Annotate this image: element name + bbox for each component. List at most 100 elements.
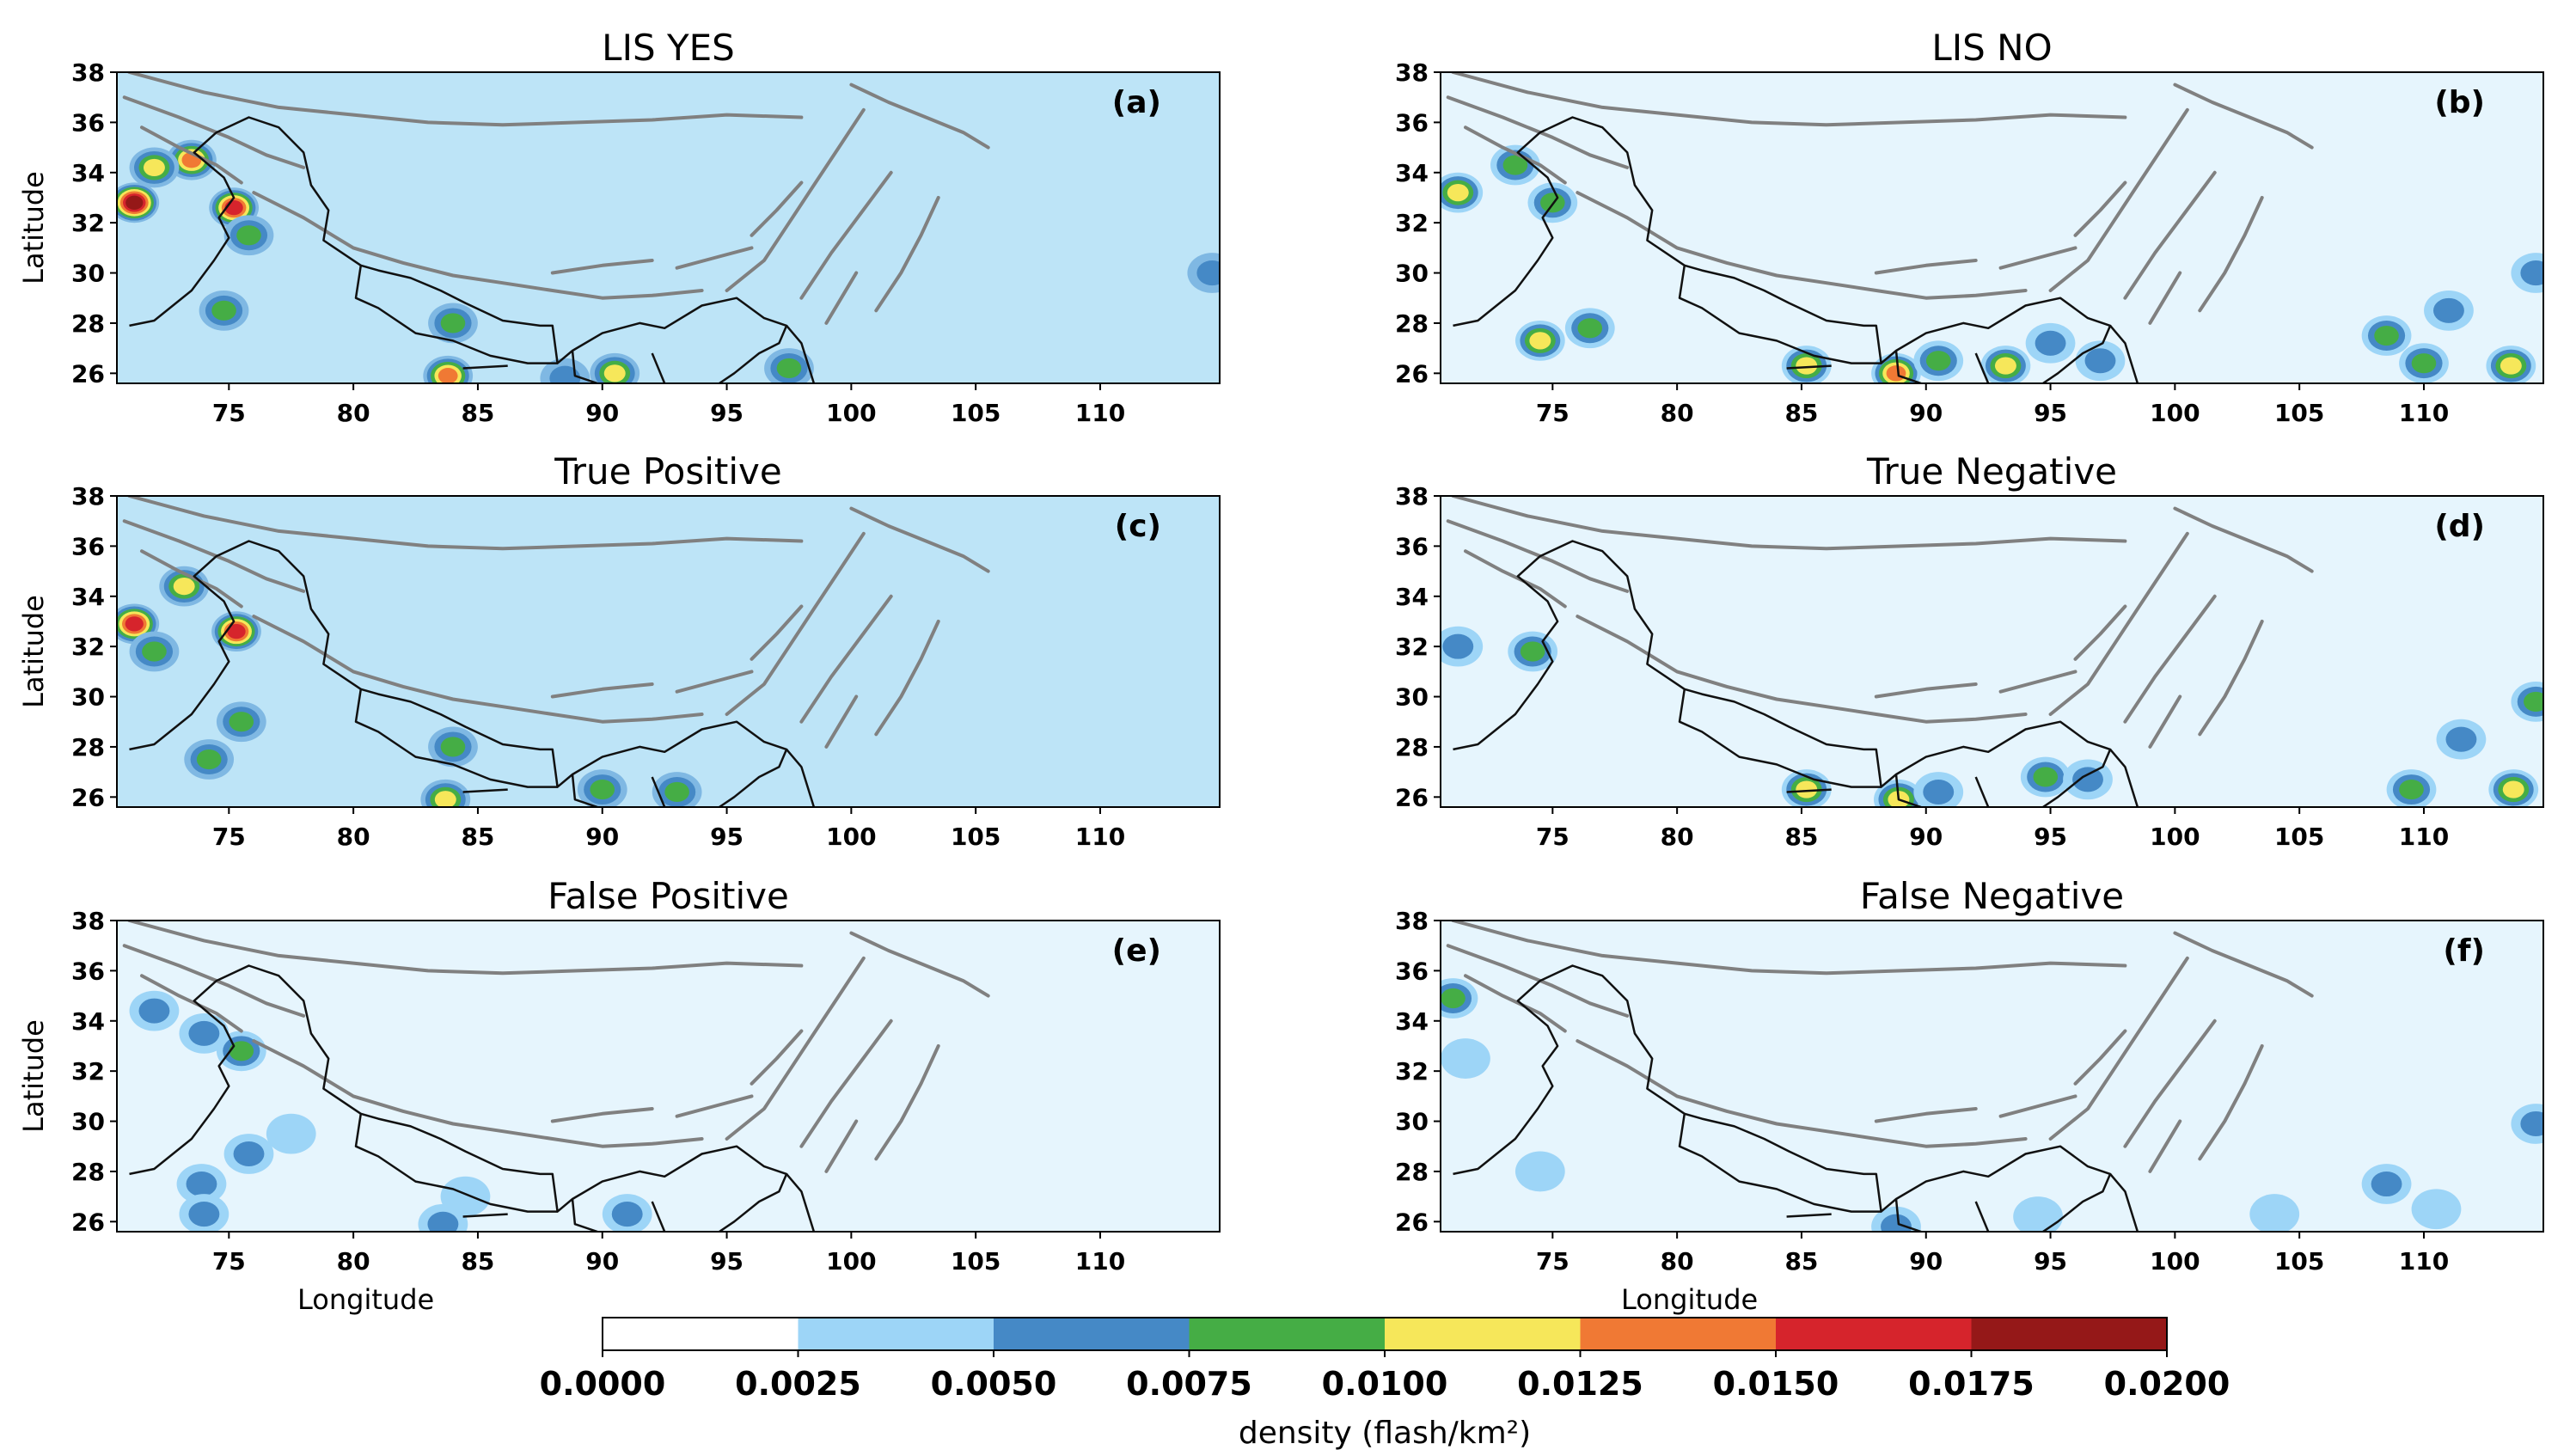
ridge-line [675,246,754,270]
colorbar-tick-label: 0.0025 [735,1365,861,1403]
density-hotspot [2020,756,2071,798]
ridge-line [550,259,654,275]
x-tick-label: 95 [2034,823,2067,851]
border-line [462,364,508,370]
map-area-d [1441,496,2543,807]
colorbar: 0.0000 0.0025 0.0050 0.0075 0.0100 0.0125 0.01… [540,1317,2230,1451]
ridge-line [849,506,990,573]
density-hotspot [2249,1194,2300,1232]
ridge-line [824,271,859,325]
ridge-line [2123,1019,2217,1148]
ridge-line [1446,519,1630,593]
x-tick-label: 95 [710,1247,743,1276]
border-line [786,1173,816,1232]
density-hotspot [2361,1164,2412,1204]
density-hotspot [1441,978,1478,1019]
ridge-line [252,191,704,300]
y-tick-label: 28 [71,1158,105,1186]
ridge-line [750,604,804,661]
ridge-line [849,83,990,150]
border-line [1678,265,1882,364]
x-tick-label: 105 [951,1247,1000,1276]
x-tick-label: 80 [337,823,370,851]
border-line [1453,116,2112,383]
y-tick-label: 26 [71,359,105,388]
x-tick-label: 85 [461,1247,494,1276]
x-tick-label: 90 [585,1247,619,1276]
density-hotspot [1980,346,2031,383]
density-hotspot [2511,1104,2543,1144]
border-line [1678,1113,1882,1213]
axes-frame [1440,71,2544,384]
panel-title: False Negative [1860,875,2124,917]
ridge-line [2148,694,2182,749]
y-tick-label: 38 [1395,58,1429,87]
colorbar-bin [1189,1318,1385,1350]
y-tick-label: 30 [71,1108,105,1136]
colorbar-tick-label: 0.0075 [1126,1365,1252,1403]
density-hotspot [179,1012,229,1054]
density-hotspot [179,1194,229,1232]
border-line [2109,1173,2139,1232]
border-line [1453,540,2112,807]
y-axis-label: Latitude [17,171,50,284]
ridge-line [2123,594,2217,724]
border-line [786,749,816,807]
terrain-ridges [1446,496,2314,749]
density-hotspot [2511,253,2543,293]
y-tick-label: 38 [71,907,105,935]
ridge-line [750,180,804,237]
density-hotspot [216,1031,266,1072]
x-tick-label: 90 [585,399,619,427]
x-tick-label: 80 [337,1247,370,1276]
x-tick-label: 80 [1661,1247,1694,1276]
ridge-line [799,170,893,300]
x-tick-label: 80 [337,399,370,427]
ridge-line [750,1029,804,1086]
x-tick-label: 105 [2274,399,2324,427]
density-hotspot [223,1134,274,1174]
map-background [117,496,1220,807]
density-hotspot [166,139,217,180]
map-background [1441,921,2543,1232]
terrain-ridges [1446,921,2314,1173]
y-tick-label: 26 [71,1208,105,1236]
panel-letter: (c) [1115,509,1161,544]
density-hotspot [129,147,180,188]
ridge-line [2123,170,2217,300]
ridge-line [1998,1094,2077,1118]
y-tick-label: 26 [1395,783,1429,811]
terrain-ridges [122,72,990,325]
ridge-line [252,615,704,724]
panel-letter: (f) [2443,933,2485,969]
border-line [1894,350,1922,383]
y-tick-label: 34 [1395,583,1429,611]
y-tick-label: 32 [71,209,105,237]
border-line [1786,1213,1832,1218]
ridge-line [1998,670,2077,694]
map-area-e [117,921,1220,1232]
panel-title: True Negative [1866,450,2117,492]
terrain-ridges [1446,72,2314,325]
panel-title: LIS YES [602,27,735,69]
map-area-b [1441,72,2543,383]
y-tick-label: 38 [1395,482,1429,511]
y-tick-label: 28 [1395,309,1429,338]
map-background [1441,72,2543,383]
ridge-line [122,944,306,1018]
ridge-line [2073,604,2127,661]
map-area-a [117,72,1220,383]
border-line [1786,364,1832,370]
x-tick-label: 95 [2034,1247,2067,1276]
x-tick-label: 110 [2399,399,2449,427]
x-tick-label: 100 [826,823,876,851]
ridge-line [2198,1044,2264,1161]
colorbar-bin [603,1318,799,1350]
panel-c: True Positive (c) 75 80 85 90 95 100 105 110 26 28 3… [17,450,1221,851]
density-hotspot [2013,1196,2063,1232]
density-hotspot [1508,631,1558,672]
x-tick-label: 90 [1909,399,1943,427]
ridge-line [550,682,654,699]
border-line [2109,749,2139,807]
density-hotspot [184,739,235,780]
